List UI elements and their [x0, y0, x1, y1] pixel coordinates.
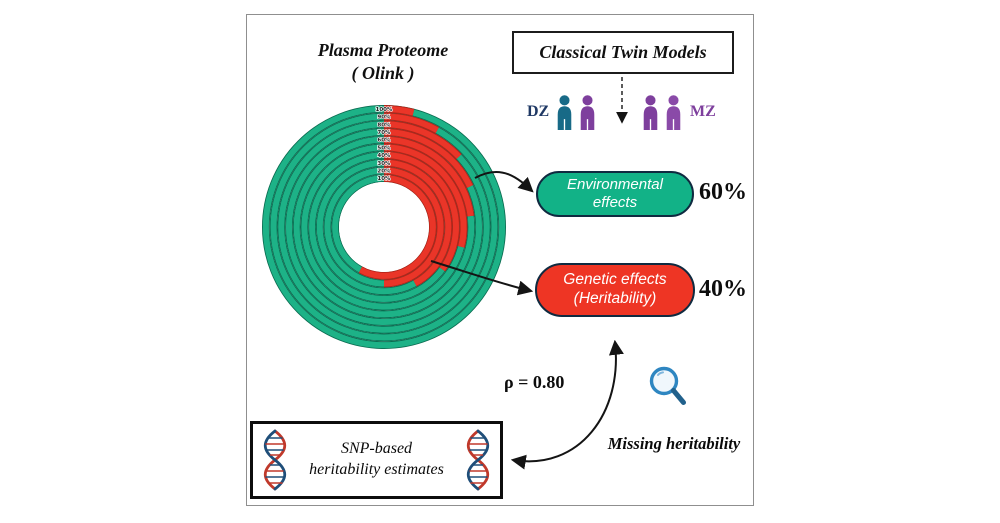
person-icon [643, 95, 658, 130]
figure-canvas: 100% 90%80% 70% 60%50% 40% 30%20% 10% [261, 77, 628, 470]
dna-icon [466, 429, 490, 491]
snp-text: SNP-based heritability estimates [290, 439, 463, 481]
magnifier-icon [649, 366, 686, 405]
svg-text:10%: 10% [377, 176, 391, 182]
genetic-pill-line1: Genetic effects [563, 271, 667, 289]
mz-label: MZ [690, 103, 716, 120]
svg-text:80%: 80% [377, 122, 391, 128]
person-icon [557, 95, 572, 130]
svg-text:70%: 70% [377, 130, 391, 136]
person-icon [580, 95, 595, 130]
figure-panel: 100% 90% 80% 70% 60% 50% 40% 30% 20% 10% Plasma P… [246, 14, 754, 506]
arrow-rings-to-genetic [430, 260, 534, 296]
correlation-value: ρ = 0.80 [504, 372, 565, 392]
environmental-pill: Environmental effects [536, 171, 694, 217]
svg-text:100%: 100% [376, 107, 393, 113]
proteome-title: Plasma Proteome ( Olink ) [275, 39, 491, 86]
snp-text-line1: SNP-based [340, 440, 413, 458]
genetic-percent: 40% [699, 276, 747, 302]
mz-twins-icons [640, 95, 684, 132]
dna-icon [263, 429, 287, 491]
proteome-title-line2: ( Olink ) [351, 63, 415, 84]
proteome-title-line1: Plasma Proteome [317, 40, 449, 60]
concentric-ring-chart: 100% 90%80% 70% 60%50% 40% 30%20% 10% [261, 104, 507, 350]
environmental-pill-line1: Environmental [567, 176, 663, 193]
svg-text:50%: 50% [377, 145, 391, 151]
svg-text:60%: 60% [377, 138, 391, 144]
environmental-percent: 60% [699, 179, 747, 205]
genetic-pill: Genetic effects (Heritability) [535, 263, 695, 317]
arrow-snp-to-genetic [510, 339, 624, 470]
snp-box: SNP-based heritability estimates [250, 421, 503, 499]
svg-text:30%: 30% [377, 161, 391, 167]
classical-twin-models-box: Classical Twin Models [512, 31, 734, 74]
svg-text:90%: 90% [377, 115, 391, 121]
dz-twins-icons [554, 95, 598, 132]
missing-heritability-label: Missing heritability [607, 434, 741, 453]
svg-text:40%: 40% [377, 153, 391, 159]
arrows [430, 77, 628, 470]
person-icon [666, 95, 681, 130]
dz-label: DZ [527, 103, 550, 120]
svg-text:20%: 20% [377, 168, 391, 174]
environmental-pill-line2: effects [592, 194, 638, 211]
snp-text-line2: heritability estimates [309, 461, 444, 478]
genetic-pill-line2: (Heritability) [573, 290, 657, 307]
arrow-rings-to-environmental [474, 171, 534, 193]
